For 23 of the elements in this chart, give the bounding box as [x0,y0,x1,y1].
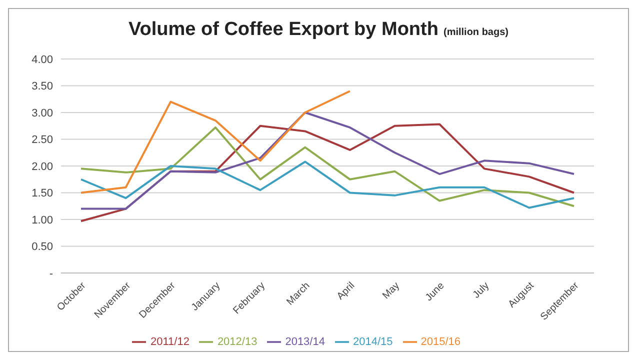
legend-label: 2012/13 [217,336,258,348]
legend-label: 2013/14 [285,336,325,348]
line-series [80,126,575,208]
chart-title: Volume of Coffee Export by Month [128,19,438,40]
y-tick-label: 2.00 [32,160,53,173]
legend-label: 2011/12 [150,336,190,348]
line-series [80,90,351,194]
y-tick-label: 3.00 [32,107,53,120]
legend-label: 2015/16 [420,336,460,348]
y-tick-label: 3.50 [32,80,53,93]
legend-label: 2014/15 [352,336,393,348]
y-tick-label: 1.50 [32,188,53,200]
chart-subtitle: (million bags) [443,27,508,38]
x-tick-label: May [380,280,402,302]
y-tick-label: 1.00 [32,214,53,226]
y-tick-label: 2.50 [32,134,53,146]
y-tick-label: 0.50 [32,241,53,254]
line-series [80,112,575,210]
x-tick-label: June [424,280,447,304]
y-tick-label: - [49,268,54,280]
x-tick-label: July [471,280,492,301]
y-tick-label: 4.00 [32,54,53,66]
line-series [80,160,575,209]
